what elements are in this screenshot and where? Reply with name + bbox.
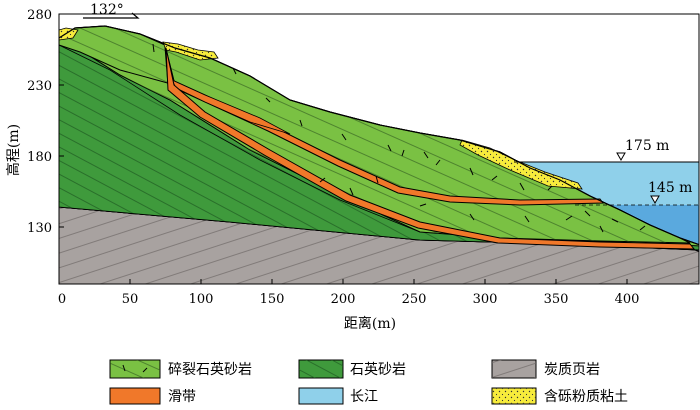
legend-item-fractured: 碎裂石英砂岩 <box>109 359 252 379</box>
legend-label: 长江 <box>350 389 378 405</box>
slip-zone-lower <box>165 47 696 250</box>
legend-item-clay: 含砾粉质粘土 <box>491 387 628 405</box>
legend-label: 碎裂石英砂岩 <box>168 361 252 378</box>
fracture-marks <box>152 43 646 233</box>
x-tick-label: 100 <box>189 292 214 307</box>
y-tick-label: 180 <box>27 150 52 165</box>
fractured-between-slipzones-hatch <box>165 45 690 243</box>
y-tick-label: 280 <box>27 8 52 23</box>
legend-label: 滑带 <box>168 388 196 405</box>
x-tick-label: 150 <box>260 292 285 307</box>
water-level-high-marker-icon <box>616 152 626 162</box>
y-axis-title: 高程(m) <box>5 124 22 176</box>
legend-label: 含砾粉质粘土 <box>544 389 628 405</box>
x-tick-label: 300 <box>473 292 498 307</box>
y-tick-label: 230 <box>27 79 52 94</box>
legend-label: 炭质页岩 <box>544 362 600 378</box>
legend-item-shale: 炭质页岩 <box>491 359 600 379</box>
fractured-upper-cap-hatch <box>59 26 175 85</box>
water-level-low-label: 145 m <box>648 180 692 196</box>
ground-surface-line <box>59 25 699 246</box>
plot-frame <box>58 13 700 285</box>
legend-swatch-shale-hatch <box>492 360 536 378</box>
legend-item-sandstone: 石英砂岩 <box>298 359 406 379</box>
x-tick-label: 200 <box>331 292 356 307</box>
gravelly-silty-clay-top-left-dots <box>59 28 78 40</box>
x-tick-label: 0 <box>58 292 66 307</box>
x-axis-title: 距离(m) <box>344 315 396 332</box>
direction-annotation: 132° <box>83 2 140 19</box>
x-tick-label: 50 <box>122 292 139 307</box>
water-level-annotations: 175 m 145 m <box>616 138 692 205</box>
legend-swatch-river <box>298 387 344 405</box>
plot-area <box>59 25 699 284</box>
direction-label: 132° <box>90 2 124 18</box>
legend-item-slipzone: 滑带 <box>109 387 196 405</box>
x-axis: 0 50 100 150 200 250 300 350 400 距离(m) <box>58 279 640 332</box>
legend-swatch-sandstone-hatch <box>299 360 343 378</box>
x-tick-label: 400 <box>615 292 640 307</box>
water-level-low-marker-icon <box>650 195 660 205</box>
legend-fracture-mark <box>122 364 126 372</box>
y-axis: 280 230 180 130 高程(m) <box>5 8 64 236</box>
direction-arrow-icon <box>83 12 140 19</box>
legend-swatch-slipzone <box>109 387 161 405</box>
y-tick-label: 130 <box>27 221 52 236</box>
legend: 碎裂石英砂岩 石英砂岩 炭质页岩 滑带 长江 含砾粉质粘土 <box>109 359 628 405</box>
water-level-high-label: 175 m <box>625 138 669 154</box>
gravelly-silty-clay-top-dots <box>163 42 218 60</box>
legend-fracture-mark <box>142 367 148 373</box>
x-tick-label: 250 <box>402 292 427 307</box>
legend-label: 石英砂岩 <box>350 361 406 378</box>
legend-item-river: 长江 <box>298 387 378 405</box>
x-tick-label: 350 <box>544 292 569 307</box>
legend-swatch-fractured-hatch <box>110 360 160 378</box>
legend-swatch-clay-dots <box>492 388 536 404</box>
